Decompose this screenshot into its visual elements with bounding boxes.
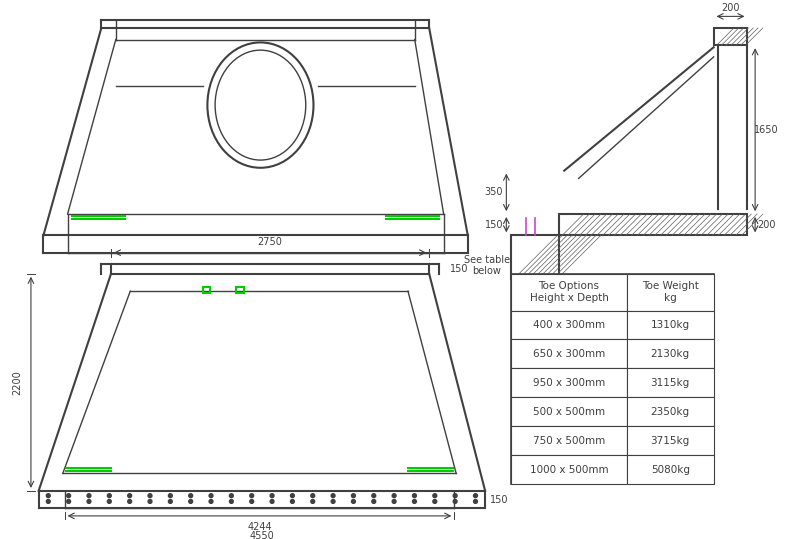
Text: 150: 150 — [490, 494, 509, 505]
Text: 4244: 4244 — [247, 522, 272, 531]
Text: 200: 200 — [721, 3, 740, 12]
Text: 500 x 500mm: 500 x 500mm — [533, 407, 605, 417]
Circle shape — [270, 500, 274, 503]
Circle shape — [230, 494, 233, 497]
Circle shape — [148, 494, 152, 497]
Text: 1000 x 500mm: 1000 x 500mm — [529, 465, 608, 475]
Text: 400 x 300mm: 400 x 300mm — [533, 320, 605, 330]
Circle shape — [290, 494, 294, 497]
Circle shape — [372, 500, 376, 503]
Bar — [511, 236, 560, 279]
Circle shape — [46, 500, 50, 503]
Circle shape — [250, 494, 254, 497]
Circle shape — [128, 494, 132, 497]
Text: 200: 200 — [758, 220, 776, 230]
Circle shape — [209, 500, 213, 503]
Bar — [627, 368, 714, 397]
Circle shape — [67, 500, 71, 503]
Circle shape — [169, 494, 173, 497]
Circle shape — [432, 500, 436, 503]
Text: 5080kg: 5080kg — [651, 465, 690, 475]
Text: 650 x 300mm: 650 x 300mm — [533, 349, 605, 359]
Bar — [511, 274, 627, 310]
Text: 2750: 2750 — [258, 237, 282, 247]
Bar — [511, 426, 627, 455]
Circle shape — [169, 500, 173, 503]
Bar — [627, 397, 714, 426]
Circle shape — [453, 500, 457, 503]
Circle shape — [453, 494, 457, 497]
Circle shape — [474, 494, 478, 497]
Circle shape — [270, 494, 274, 497]
Bar — [236, 287, 244, 293]
Circle shape — [392, 500, 396, 503]
Bar — [511, 397, 627, 426]
Text: 350: 350 — [484, 188, 503, 197]
Bar — [511, 455, 627, 484]
Circle shape — [67, 494, 71, 497]
Circle shape — [107, 494, 111, 497]
Circle shape — [311, 494, 315, 497]
Circle shape — [188, 500, 192, 503]
Text: 3115kg: 3115kg — [650, 378, 690, 388]
Text: 2130kg: 2130kg — [650, 349, 690, 359]
Circle shape — [87, 494, 91, 497]
Circle shape — [351, 494, 355, 497]
Bar — [627, 310, 714, 340]
Text: 150: 150 — [451, 264, 469, 274]
Bar — [627, 274, 714, 310]
Bar — [627, 426, 714, 455]
Text: 3715kg: 3715kg — [650, 436, 690, 446]
Circle shape — [128, 500, 132, 503]
Circle shape — [230, 500, 233, 503]
Circle shape — [351, 500, 355, 503]
Bar — [203, 287, 211, 293]
Bar — [714, 28, 747, 45]
Text: 1310kg: 1310kg — [650, 320, 690, 330]
Bar — [627, 340, 714, 368]
Bar — [511, 368, 627, 397]
Circle shape — [250, 500, 254, 503]
Text: 150: 150 — [484, 220, 503, 230]
Text: Toe Weight
kg: Toe Weight kg — [642, 281, 699, 303]
Circle shape — [46, 494, 50, 497]
Circle shape — [107, 500, 111, 503]
Circle shape — [432, 494, 436, 497]
Circle shape — [332, 500, 335, 503]
Text: See table
below: See table below — [464, 254, 510, 276]
Text: Toe Options
Height x Depth: Toe Options Height x Depth — [529, 281, 608, 303]
Text: 750 x 500mm: 750 x 500mm — [533, 436, 605, 446]
Text: 4550: 4550 — [250, 531, 274, 539]
Bar — [511, 274, 714, 484]
Circle shape — [209, 494, 213, 497]
Circle shape — [332, 494, 335, 497]
Circle shape — [413, 494, 417, 497]
Text: 950 x 300mm: 950 x 300mm — [533, 378, 605, 388]
Circle shape — [311, 500, 315, 503]
Bar — [560, 214, 747, 236]
Bar — [511, 310, 627, 340]
Circle shape — [474, 500, 478, 503]
Text: 100: 100 — [526, 287, 545, 297]
Bar — [627, 455, 714, 484]
Circle shape — [148, 500, 152, 503]
Circle shape — [87, 500, 91, 503]
Bar — [511, 340, 627, 368]
Circle shape — [188, 494, 192, 497]
Text: 1650: 1650 — [754, 125, 779, 135]
Text: 2200: 2200 — [13, 370, 22, 395]
Circle shape — [413, 500, 417, 503]
Circle shape — [290, 500, 294, 503]
Text: 2350kg: 2350kg — [650, 407, 690, 417]
Circle shape — [392, 494, 396, 497]
Circle shape — [372, 494, 376, 497]
